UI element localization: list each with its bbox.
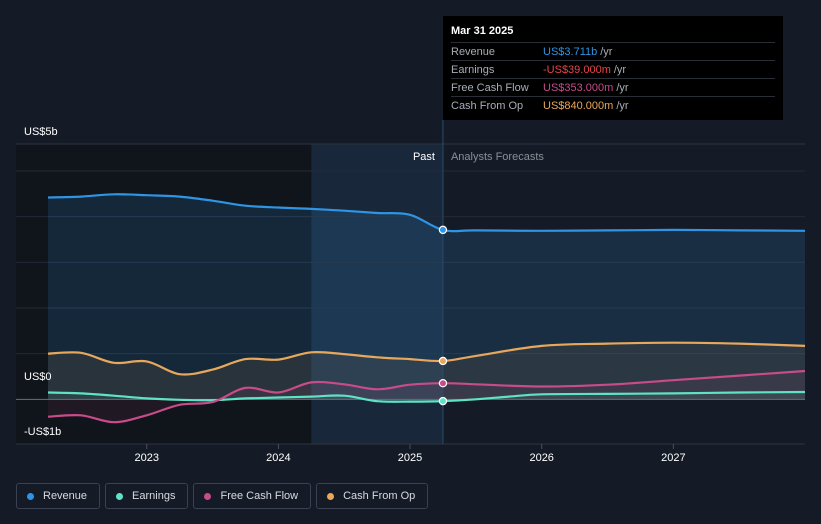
revenue-marker <box>438 225 448 235</box>
cash-from-op-marker <box>438 356 448 366</box>
free-cash-flow-area <box>48 371 805 423</box>
tooltip-row-value: US$840.000m <box>543 99 614 112</box>
free-cash-flow-line <box>47 369 806 424</box>
earnings-line <box>47 390 806 403</box>
legend-dot-icon <box>27 492 34 500</box>
tooltip-row-value: US$3.711b <box>543 45 598 58</box>
legend-label: Earnings <box>132 490 176 502</box>
legend-item-revenue[interactable]: Revenue <box>16 483 101 509</box>
y-tick-label: US$5b <box>24 126 58 138</box>
forecast-label: Analysts Forecasts <box>451 151 544 163</box>
tooltip-date: Mar 31 2025 <box>451 25 514 37</box>
tooltip: Mar 31 2025 Revenue US$3.711b/yr Earnings -… <box>443 16 783 120</box>
x-tick-label: 2026 <box>529 452 553 464</box>
tooltip-row-unit: /yr <box>600 45 613 58</box>
free-cash-flow-marker <box>438 379 448 388</box>
legend-label: Revenue <box>43 490 88 502</box>
tooltip-row-label: Revenue <box>451 45 496 58</box>
tooltip-row-unit: /yr <box>616 81 629 94</box>
x-tick-label: 2023 <box>134 452 158 464</box>
earnings-marker <box>438 396 448 406</box>
legend-dot-icon <box>204 492 212 500</box>
legend-item-free-cash-flow[interactable]: Free Cash Flow <box>193 483 312 509</box>
tooltip-row-label: Cash From Op <box>451 99 524 112</box>
tooltip-row-label: Free Cash Flow <box>451 81 529 94</box>
tooltip-row-value: US$353.000m <box>543 81 614 94</box>
legend: Revenue Earnings Free Cash Flow Cash From O… <box>16 483 429 509</box>
tooltip-row-unit: /yr <box>613 63 627 76</box>
past-label: Past <box>413 151 435 163</box>
tooltip-row-unit: /yr <box>616 99 629 112</box>
legend-label: Cash From Op <box>343 490 416 502</box>
past-highlight-shade <box>311 144 443 444</box>
tooltip-row: Cash From Op US$840.000m/yr <box>451 96 775 114</box>
tooltip-row: Free Cash Flow US$353.000m/yr <box>451 78 775 96</box>
revenue-line <box>47 193 806 233</box>
legend-dot-icon <box>116 492 124 500</box>
tooltip-row-label: Earnings <box>451 63 495 76</box>
cash-from-op-line <box>47 341 806 376</box>
x-tick-label: 2024 <box>266 452 290 464</box>
past-dark-shade <box>16 144 312 444</box>
y-tick-label: -US$1b <box>24 426 62 438</box>
x-tick-label: 2027 <box>661 452 685 464</box>
legend-dot-icon <box>327 492 335 500</box>
tooltip-row: Earnings -US$39.000m/yr <box>451 60 775 78</box>
revenue-area <box>48 194 805 400</box>
x-tick-label: 2025 <box>398 452 422 464</box>
legend-item-cash-from-op[interactable]: Cash From Op <box>316 483 429 509</box>
tooltip-row-value: -US$39.000m <box>543 63 611 76</box>
tooltip-row: Revenue US$3.711b/yr <box>451 42 775 60</box>
legend-label: Free Cash Flow <box>220 490 299 502</box>
legend-item-earnings[interactable]: Earnings <box>105 483 189 509</box>
y-tick-label: US$0 <box>24 371 52 383</box>
